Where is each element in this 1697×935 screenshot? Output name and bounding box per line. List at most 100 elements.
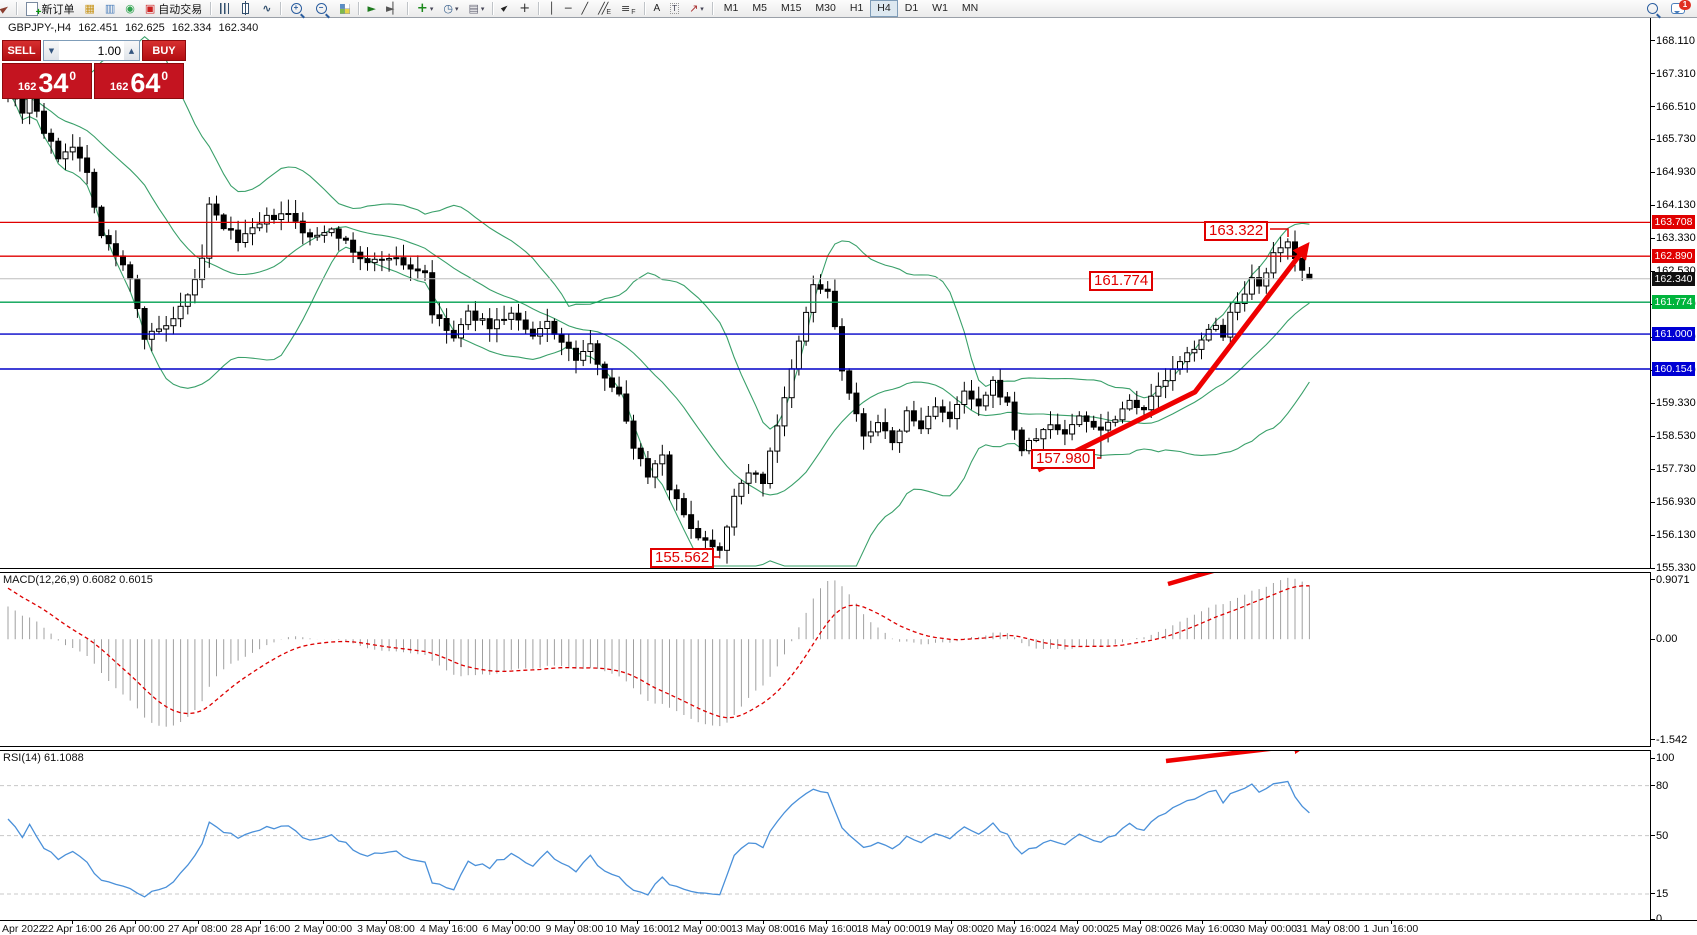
ask-prefix: 162 — [109, 81, 129, 93]
price-tick-mark — [1651, 40, 1655, 42]
timeframe-h4-button[interactable]: H4 — [870, 0, 898, 17]
rsi-indicator-canvas[interactable] — [0, 750, 1650, 920]
dropdown-caret-icon[interactable]: ▾ — [700, 4, 704, 13]
data-window-button[interactable]: ▥ — [101, 0, 119, 17]
text-button[interactable]: A — [650, 0, 665, 17]
timeframe-w1-button[interactable]: W1 — [932, 2, 948, 14]
arrows-tool-button[interactable]: ↗ ▾ — [685, 0, 708, 17]
zoom-in-button[interactable]: + — [286, 0, 309, 17]
rsi-line — [7, 780, 1310, 898]
time-axis-label: 25 May 08:00 — [1107, 923, 1172, 935]
macd-tick-label: 0.00 — [1656, 633, 1678, 646]
rsi-tick-mark — [1651, 893, 1655, 895]
equidistant-channel-button[interactable]: ╱╱ E — [598, 2, 611, 16]
price-tick-label: 165.730 — [1656, 133, 1696, 145]
timeframe-m1-button[interactable]: M1 — [723, 2, 739, 14]
time-axis[interactable]: Apr 2022 22 Apr 16:00 26 Apr 00:00 27 Apr 0… — [0, 920, 1697, 935]
ohlc-high: 162.625 — [124, 22, 165, 34]
line-chart-button[interactable]: ∿ — [258, 0, 275, 17]
text-label-icon: T — [670, 3, 680, 14]
price-tick-label: 155.330 — [1656, 562, 1696, 574]
main-macd-separator[interactable] — [0, 568, 1697, 573]
timeframe-d1-button[interactable]: D1 — [904, 2, 919, 14]
templates-icon: ▤ — [468, 2, 479, 15]
time-tick-mark — [72, 921, 73, 924]
auto-scroll-button[interactable]: ► — [364, 0, 380, 17]
dropdown-caret-icon[interactable]: ▾ — [480, 4, 485, 13]
cursor-button[interactable]: ► — [498, 0, 513, 17]
time-axis-label: 1 Jun 16:00 — [1363, 923, 1419, 935]
candlestick-chart-button[interactable] — [235, 0, 256, 17]
vertical-line-button[interactable]: │ — [544, 0, 559, 17]
bar-chart-button[interactable] — [216, 0, 233, 17]
time-tick-mark — [511, 921, 513, 924]
timeframe-m5-button[interactable]: M5 — [752, 2, 767, 14]
chart-shift-button[interactable]: ►▏ — [382, 0, 403, 17]
volume-decrease-button[interactable]: ▼ — [44, 41, 59, 60]
sell-button[interactable]: SELL — [2, 40, 41, 61]
dropdown-caret-icon[interactable]: ▾ — [454, 4, 459, 13]
price-tick-mark — [1651, 138, 1655, 140]
fibonacci-button[interactable]: ≡ F — [621, 2, 636, 16]
volume-input[interactable] — [59, 41, 124, 60]
bid-pip: 0 — [69, 69, 77, 83]
main-toolbar: ► + 新订单 ▦ ▥ ◉ ▣ 自动交易 ∿ + − ► ►▏ + ▾ ◷ ▾ ▤ ▾ ► + │ ─ ╱ ╱╱ E ≡ F A T ↗ ▾ M… — [0, 0, 1697, 18]
signal-center-button[interactable]: ◉ — [121, 0, 139, 17]
buy-button[interactable]: BUY — [142, 40, 186, 61]
price-annotation-155.562[interactable]: 155.562 — [650, 548, 715, 568]
timeframe-m15-button[interactable]: M15 — [780, 2, 802, 14]
price-tick-mark — [1651, 204, 1655, 206]
price-annotation-157.980[interactable]: 157.980 — [1031, 449, 1096, 469]
search-button[interactable] — [1642, 0, 1665, 17]
time-tick-mark — [197, 921, 199, 924]
chart-title: GBPJPY-,H4 162.451 162.625 162.334 162.340 — [8, 22, 265, 34]
ask-price-box[interactable]: 162 64 0 — [94, 63, 184, 99]
main-chart-canvas[interactable] — [0, 17, 1650, 568]
indicators-list-button[interactable]: + ▾ — [413, 0, 437, 17]
price-tick-mark — [1651, 106, 1655, 108]
horizontal-line-button[interactable]: ─ — [561, 0, 576, 17]
timeframe-mn-button[interactable]: MN — [961, 2, 979, 14]
tile-windows-button[interactable] — [336, 0, 354, 17]
data-window-icon: ▥ — [104, 2, 116, 15]
trend-line-button[interactable]: ╱ — [577, 0, 592, 17]
macd-indicator-canvas[interactable] — [0, 572, 1650, 746]
price-tick-label: 158.530 — [1656, 430, 1696, 442]
market-watch-button[interactable]: ▦ — [80, 0, 98, 17]
templates-button[interactable]: ▤ ▾ — [464, 0, 488, 17]
timeframe-m30-button[interactable]: M30 — [815, 2, 836, 14]
periods-button[interactable]: ◷ ▾ — [439, 0, 462, 17]
price-axis[interactable]: 168.110 167.310 166.510 165.730 164.930 164.1… — [1651, 17, 1697, 925]
timeframe-h1-button[interactable]: H1 — [849, 2, 864, 14]
price-tick-mark — [1651, 468, 1655, 470]
price-tick-mark — [1651, 435, 1655, 437]
chat-bubble-icon: 1 — [1671, 0, 1691, 14]
price-annotation-163.322[interactable]: 163.322 — [1204, 221, 1269, 241]
price-tick-mark — [1651, 237, 1655, 239]
crosshair-button[interactable]: + — [515, 0, 534, 17]
price-annotation-161.774[interactable]: 161.774 — [1089, 271, 1154, 291]
time-tick-mark — [323, 921, 325, 924]
volume-increase-button[interactable]: ▲ — [124, 41, 139, 60]
toolbar-separator — [643, 2, 646, 15]
time-axis-label: 22 Apr 16:00 — [42, 923, 102, 935]
auto-trading-button[interactable]: ▣ 自动交易 — [141, 0, 206, 17]
price-tick-label: 157.730 — [1656, 463, 1696, 475]
chart-cursor-partial-button[interactable]: ► — [0, 0, 12, 17]
bid-price-box[interactable]: 162 34 0 — [2, 63, 92, 99]
price-tick-label: 164.930 — [1656, 166, 1696, 178]
time-axis-label: 10 May 16:00 — [605, 923, 670, 935]
dropdown-caret-icon[interactable]: ▾ — [429, 4, 434, 13]
time-tick-mark — [825, 921, 827, 924]
rsi-tick-mark — [1651, 785, 1655, 787]
zoom-out-button[interactable]: − — [311, 0, 334, 17]
ohlc-close: 162.340 — [218, 22, 259, 34]
crosshair-icon: + — [519, 1, 531, 16]
text-label-button[interactable]: T — [666, 0, 683, 17]
notifications-button[interactable]: 1 — [1667, 0, 1691, 17]
new-order-button[interactable]: + 新订单 — [22, 0, 78, 17]
bid-prefix: 162 — [17, 81, 37, 93]
macd-rsi-separator[interactable] — [0, 746, 1697, 751]
volume-stepper: ▼ ▲ — [43, 40, 140, 61]
